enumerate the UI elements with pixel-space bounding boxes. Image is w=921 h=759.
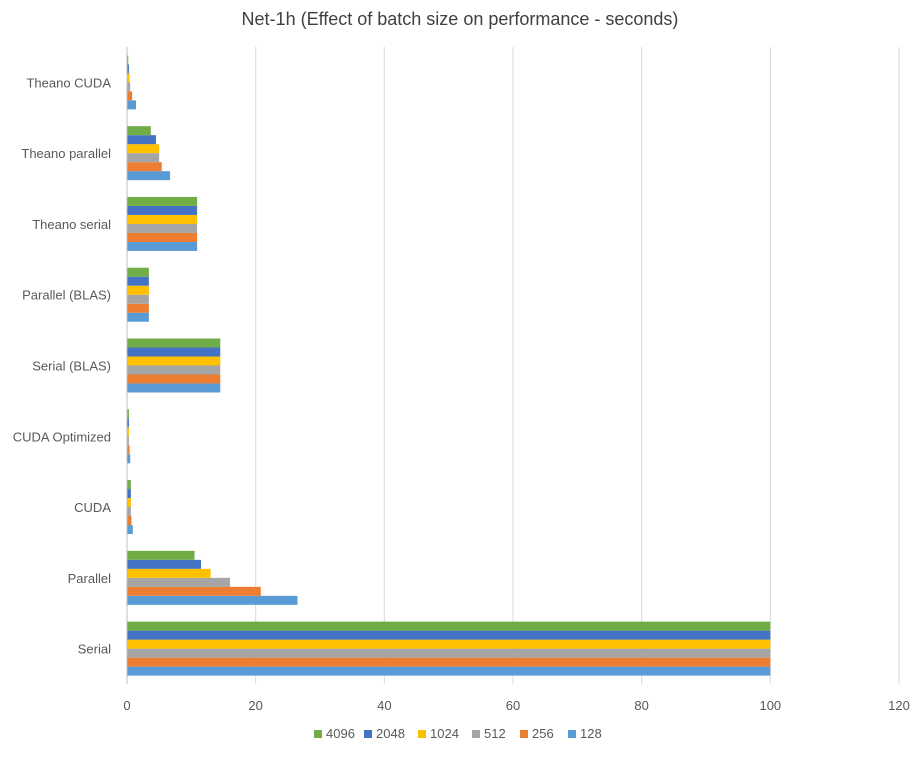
bar-128 [127,454,131,464]
bar-128 [127,312,149,322]
legend-label-4096: 4096 [326,726,355,741]
legend-label-512: 512 [484,726,506,741]
x-tick-label: 20 [248,698,262,713]
bar-1024 [127,427,129,437]
bar-128 [127,171,171,181]
bar-512 [127,223,198,233]
bar-1024 [127,73,130,83]
bar-128 [127,525,133,535]
legend-swatch-4096 [314,730,322,738]
bar-512 [127,507,131,517]
x-tick-label: 40 [377,698,391,713]
bar-256 [127,232,198,242]
bar-2048 [127,418,129,428]
bar-256 [127,91,133,101]
bars [127,55,771,676]
legend-label-1024: 1024 [430,726,459,741]
category-label: Parallel [68,571,111,586]
bar-512 [127,82,131,92]
bar-256 [127,586,261,596]
bar-1024 [127,285,149,295]
category-label: Serial [78,642,111,657]
bar-128 [127,383,221,393]
legend-swatch-1024 [418,730,426,738]
bar-2048 [127,64,129,74]
category-label: Theano serial [32,217,111,232]
legend: 4096 2048 1024 512 256 128 [314,726,602,741]
bar-2048 [127,630,771,640]
bar-512 [127,153,160,163]
bar-4096 [127,126,151,136]
x-tick-label: 60 [506,698,520,713]
bar-1024 [127,214,198,224]
legend-swatch-2048 [364,730,372,738]
bar-512 [127,648,771,658]
bar-4096 [127,338,221,348]
bar-512 [127,294,149,304]
bar-4096 [127,267,149,277]
bar-4096 [127,196,198,206]
bar-512 [127,365,221,375]
bar-1024 [127,568,211,578]
chart-title: Net-1h (Effect of batch size on performa… [242,9,679,29]
category-label: Theano parallel [21,146,111,161]
bar-512 [127,577,230,587]
bar-256 [127,516,132,526]
x-tick-label: 120 [888,698,910,713]
category-label: CUDA Optimized [13,429,111,444]
legend-label-256: 256 [532,726,554,741]
bar-256 [127,445,130,455]
gridlines [255,47,900,684]
category-label: CUDA [74,500,111,515]
category-label: Serial (BLAS) [32,359,111,374]
bar-128 [127,666,771,676]
bar-256 [127,162,162,172]
bar-256 [127,374,221,384]
bar-2048 [127,489,131,499]
x-tick-label: 0 [123,698,130,713]
bar-512 [127,436,129,446]
bar-256 [127,303,149,313]
bar-1024 [127,639,771,649]
category-label: Theano CUDA [26,75,111,90]
bar-4096 [127,409,129,419]
x-tick-label: 100 [759,698,781,713]
axes: 0 20 40 60 80 100 120 Serial Parallel CUDA CUDA Op… [13,47,910,713]
bar-2048 [127,135,156,145]
bar-2048 [127,205,198,215]
bar-128 [127,595,298,605]
legend-label-128: 128 [580,726,602,741]
category-label: Parallel (BLAS) [22,288,111,303]
bar-1024 [127,356,221,366]
bar-4096 [127,55,129,65]
bar-2048 [127,276,149,286]
legend-label-2048: 2048 [376,726,405,741]
bar-4096 [127,480,131,490]
bar-2048 [127,347,221,357]
bar-4096 [127,550,195,560]
bar-128 [127,100,137,110]
bar-128 [127,241,198,251]
bar-2048 [127,559,201,569]
legend-swatch-256 [520,730,528,738]
legend-swatch-128 [568,730,576,738]
legend-swatch-512 [472,730,480,738]
x-tick-label: 80 [634,698,648,713]
bar-1024 [127,144,160,154]
bar-4096 [127,621,771,631]
bar-256 [127,657,771,667]
bar-1024 [127,498,131,508]
